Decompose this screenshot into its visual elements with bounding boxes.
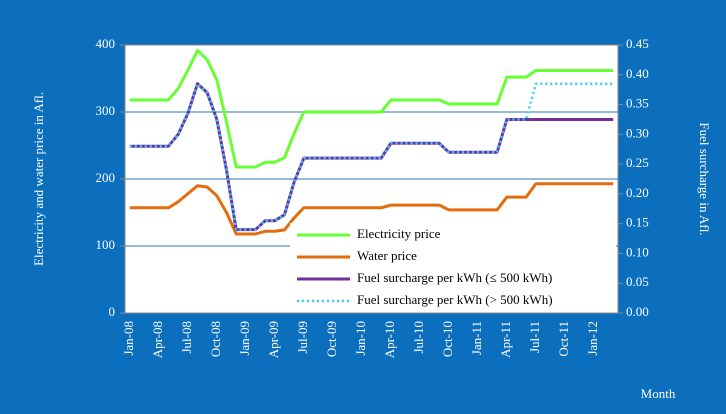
x-tick-label: Jul-09 xyxy=(295,321,310,354)
x-tick-label: Jul-08 xyxy=(179,321,194,354)
x-tick-label: Apr-10 xyxy=(382,321,397,358)
x-tick-label: Jan-08 xyxy=(121,321,136,356)
x-tick-label: Jul-11 xyxy=(527,321,542,353)
x-tick-label: Apr-08 xyxy=(150,321,165,358)
y2-tick-label: 0.45 xyxy=(626,36,649,51)
series-line xyxy=(129,82,614,231)
x-tick-label: Jan-11 xyxy=(469,321,484,355)
y-tick-label: 0 xyxy=(109,304,116,319)
x-tick-label: Oct-11 xyxy=(556,321,571,357)
x-tick-label: Oct-08 xyxy=(208,321,223,357)
y-tick-label: 300 xyxy=(96,103,116,118)
x-axis-label: Month xyxy=(641,386,676,401)
x-tick-label: Jan-12 xyxy=(585,321,600,356)
x-tick-label: Jan-09 xyxy=(237,321,252,356)
x-tick-label: Apr-11 xyxy=(498,321,513,358)
y2-tick-label: 0.25 xyxy=(626,155,649,170)
x-tick-label: Oct-10 xyxy=(440,321,455,357)
y2-tick-label: 0.05 xyxy=(626,274,649,289)
y2-tick-label: 0.30 xyxy=(626,125,649,140)
legend: Electricity price Water price Fuel surchar… xyxy=(290,223,616,311)
x-tick-label: Oct-09 xyxy=(324,321,339,357)
y-tick-label: 400 xyxy=(96,36,116,51)
x-tick-label: Jul-10 xyxy=(411,321,426,354)
y-axis-label: Electricity and water price in Afl. xyxy=(31,92,46,266)
y2-tick-label: 0.15 xyxy=(626,215,649,230)
y2-axis-label: Fuel surcharge in Afl. xyxy=(697,122,712,235)
x-tick-label: Jan-10 xyxy=(353,321,368,356)
legend-label: Fuel surcharge per kWh (≤ 500 kWh) xyxy=(357,270,552,285)
legend-box xyxy=(290,223,616,311)
y2-tick-label: 0.00 xyxy=(626,304,649,319)
y-tick-label: 200 xyxy=(96,170,116,185)
series-line xyxy=(129,182,614,236)
y2-tick-label: 0.10 xyxy=(626,244,649,259)
y2-tick-label: 0.40 xyxy=(626,66,649,81)
legend-label: Water price xyxy=(357,248,417,263)
x-tick-label: Apr-09 xyxy=(266,321,281,358)
series-line xyxy=(129,48,614,169)
y2-tick-label: 0.35 xyxy=(626,96,649,111)
y2-tick-label: 0.20 xyxy=(626,185,649,200)
legend-label: Electricity price xyxy=(357,226,441,241)
legend-label: Fuel surcharge per kWh (> 500 kWh) xyxy=(357,292,553,307)
y-tick-label: 100 xyxy=(96,237,116,252)
